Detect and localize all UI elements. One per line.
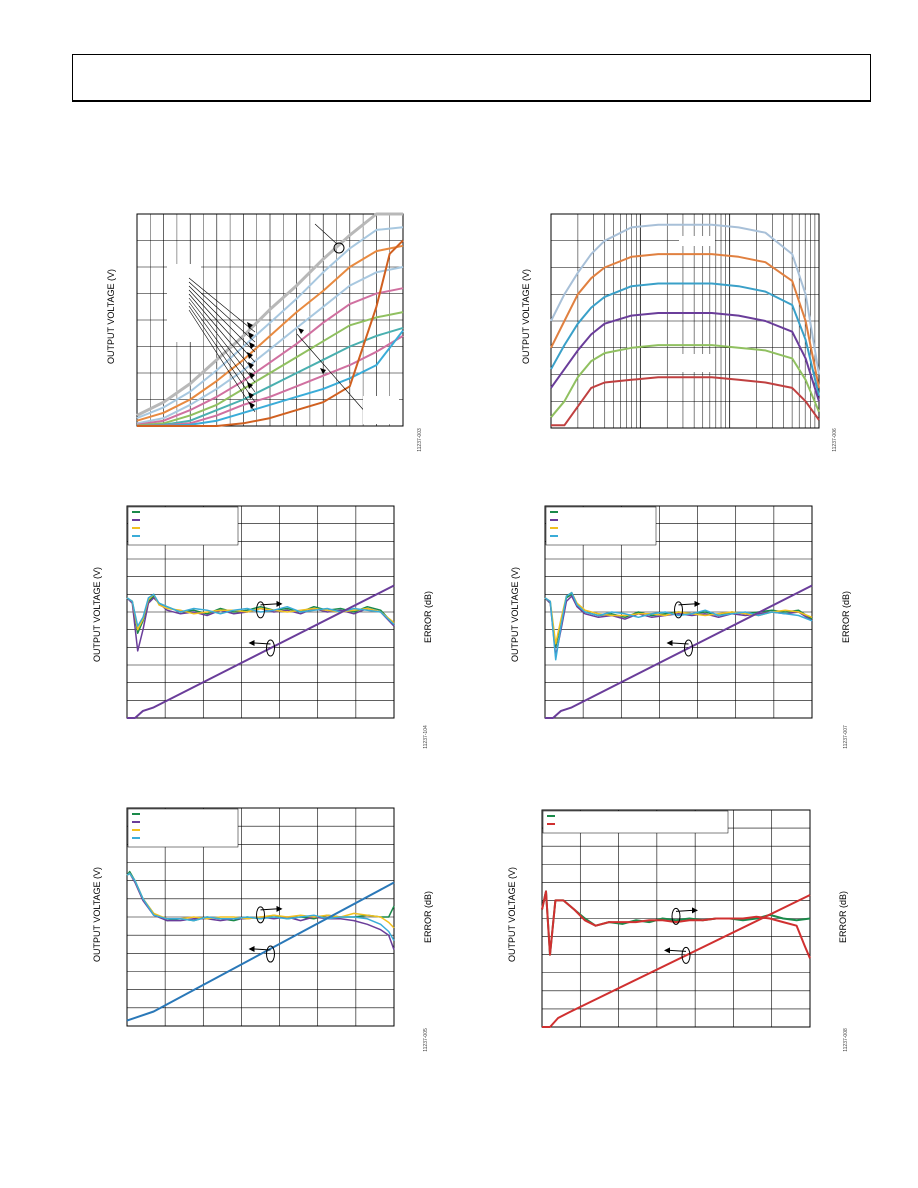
fig1-ylabel: OUTPUT VOLTAGE (V) [106, 268, 116, 364]
fig2-grid [550, 214, 819, 428]
series-line-9 [137, 239, 404, 427]
series-line-4 [127, 584, 395, 719]
fig1-frame [136, 213, 404, 427]
fig6-legend [542, 810, 729, 834]
fig1-number: 11237-003 [417, 428, 423, 452]
series-line-4 [136, 287, 404, 426]
series-line-1 [126, 872, 395, 950]
fig1-svg [136, 212, 404, 427]
fig5-frame [126, 807, 395, 1027]
fig2-ylabel: OUTPUT VOLTAGE (V) [521, 268, 531, 364]
series-line-5 [136, 311, 404, 427]
series-line-2 [542, 894, 811, 1028]
fig4-y2label: ERROR (dB) [841, 591, 851, 644]
series-line-3 [550, 312, 820, 402]
chart-output-voltage-error-4 [544, 505, 813, 719]
series-line-1 [550, 253, 820, 389]
fig3-number: 11237-104 [423, 725, 429, 749]
series-line-2 [126, 872, 395, 929]
chart-output-voltage-error-6 [541, 809, 811, 1028]
fig5-y2label: ERROR (dB) [423, 891, 433, 944]
fig1-annotations [167, 223, 399, 424]
fig4-svg [544, 505, 813, 719]
fig2-svg [550, 213, 820, 429]
fig3-y2label: ERROR (dB) [423, 591, 433, 644]
series-line-1 [544, 595, 813, 657]
page-header-box [72, 54, 871, 102]
fig2-annotations [675, 236, 715, 372]
fig6-number: 11237-008 [843, 1028, 849, 1052]
series-line-0 [136, 212, 403, 417]
chart-output-voltage-2 [550, 213, 820, 429]
series-line-3 [136, 266, 404, 425]
chart-output-voltage-1 [136, 212, 404, 427]
series-line-2 [136, 244, 404, 422]
fig4-legend [545, 506, 657, 546]
fig3-axis-indicators [248, 600, 283, 657]
fig3-legend [127, 506, 239, 546]
fig5-ylabel: OUTPUT VOLTAGE (V) [92, 866, 102, 962]
series-line-1 [541, 890, 811, 959]
fig3-svg [126, 505, 395, 719]
series-line-5 [551, 376, 820, 427]
fig6-ylabel: OUTPUT VOLTAGE (V) [507, 866, 517, 962]
fig6-y2label: ERROR (dB) [838, 891, 848, 944]
series-line-4 [550, 344, 820, 418]
fig2-number: 11237-006 [832, 428, 838, 452]
chart-output-voltage-error-5 [126, 807, 395, 1027]
fig4-axis-indicators [666, 600, 701, 657]
series-line-1 [136, 226, 404, 420]
series-line-3 [544, 591, 813, 661]
series-line-3 [126, 872, 395, 941]
fig5-legend [127, 808, 239, 848]
fig4-ylabel: OUTPUT VOLTAGE (V) [510, 566, 520, 662]
series-line-6 [136, 326, 404, 427]
fig6-axis-indicators [664, 907, 698, 964]
series-line-0 [550, 223, 820, 375]
series-line-4 [126, 881, 395, 1022]
fig3-frame [126, 505, 395, 719]
fig3-ylabel: OUTPUT VOLTAGE (V) [92, 566, 102, 662]
fig6-svg [541, 809, 811, 1028]
fig5-number: 11237-005 [423, 1028, 429, 1052]
fig5-svg [126, 807, 395, 1027]
series-line-1 [126, 597, 395, 652]
series-line-4 [545, 584, 813, 719]
series-line-2 [550, 282, 820, 397]
fig5-axis-indicators [248, 905, 283, 963]
fig4-frame [544, 505, 813, 719]
fig4-number: 11237-007 [843, 725, 849, 749]
chart-output-voltage-error-3 [126, 505, 395, 719]
